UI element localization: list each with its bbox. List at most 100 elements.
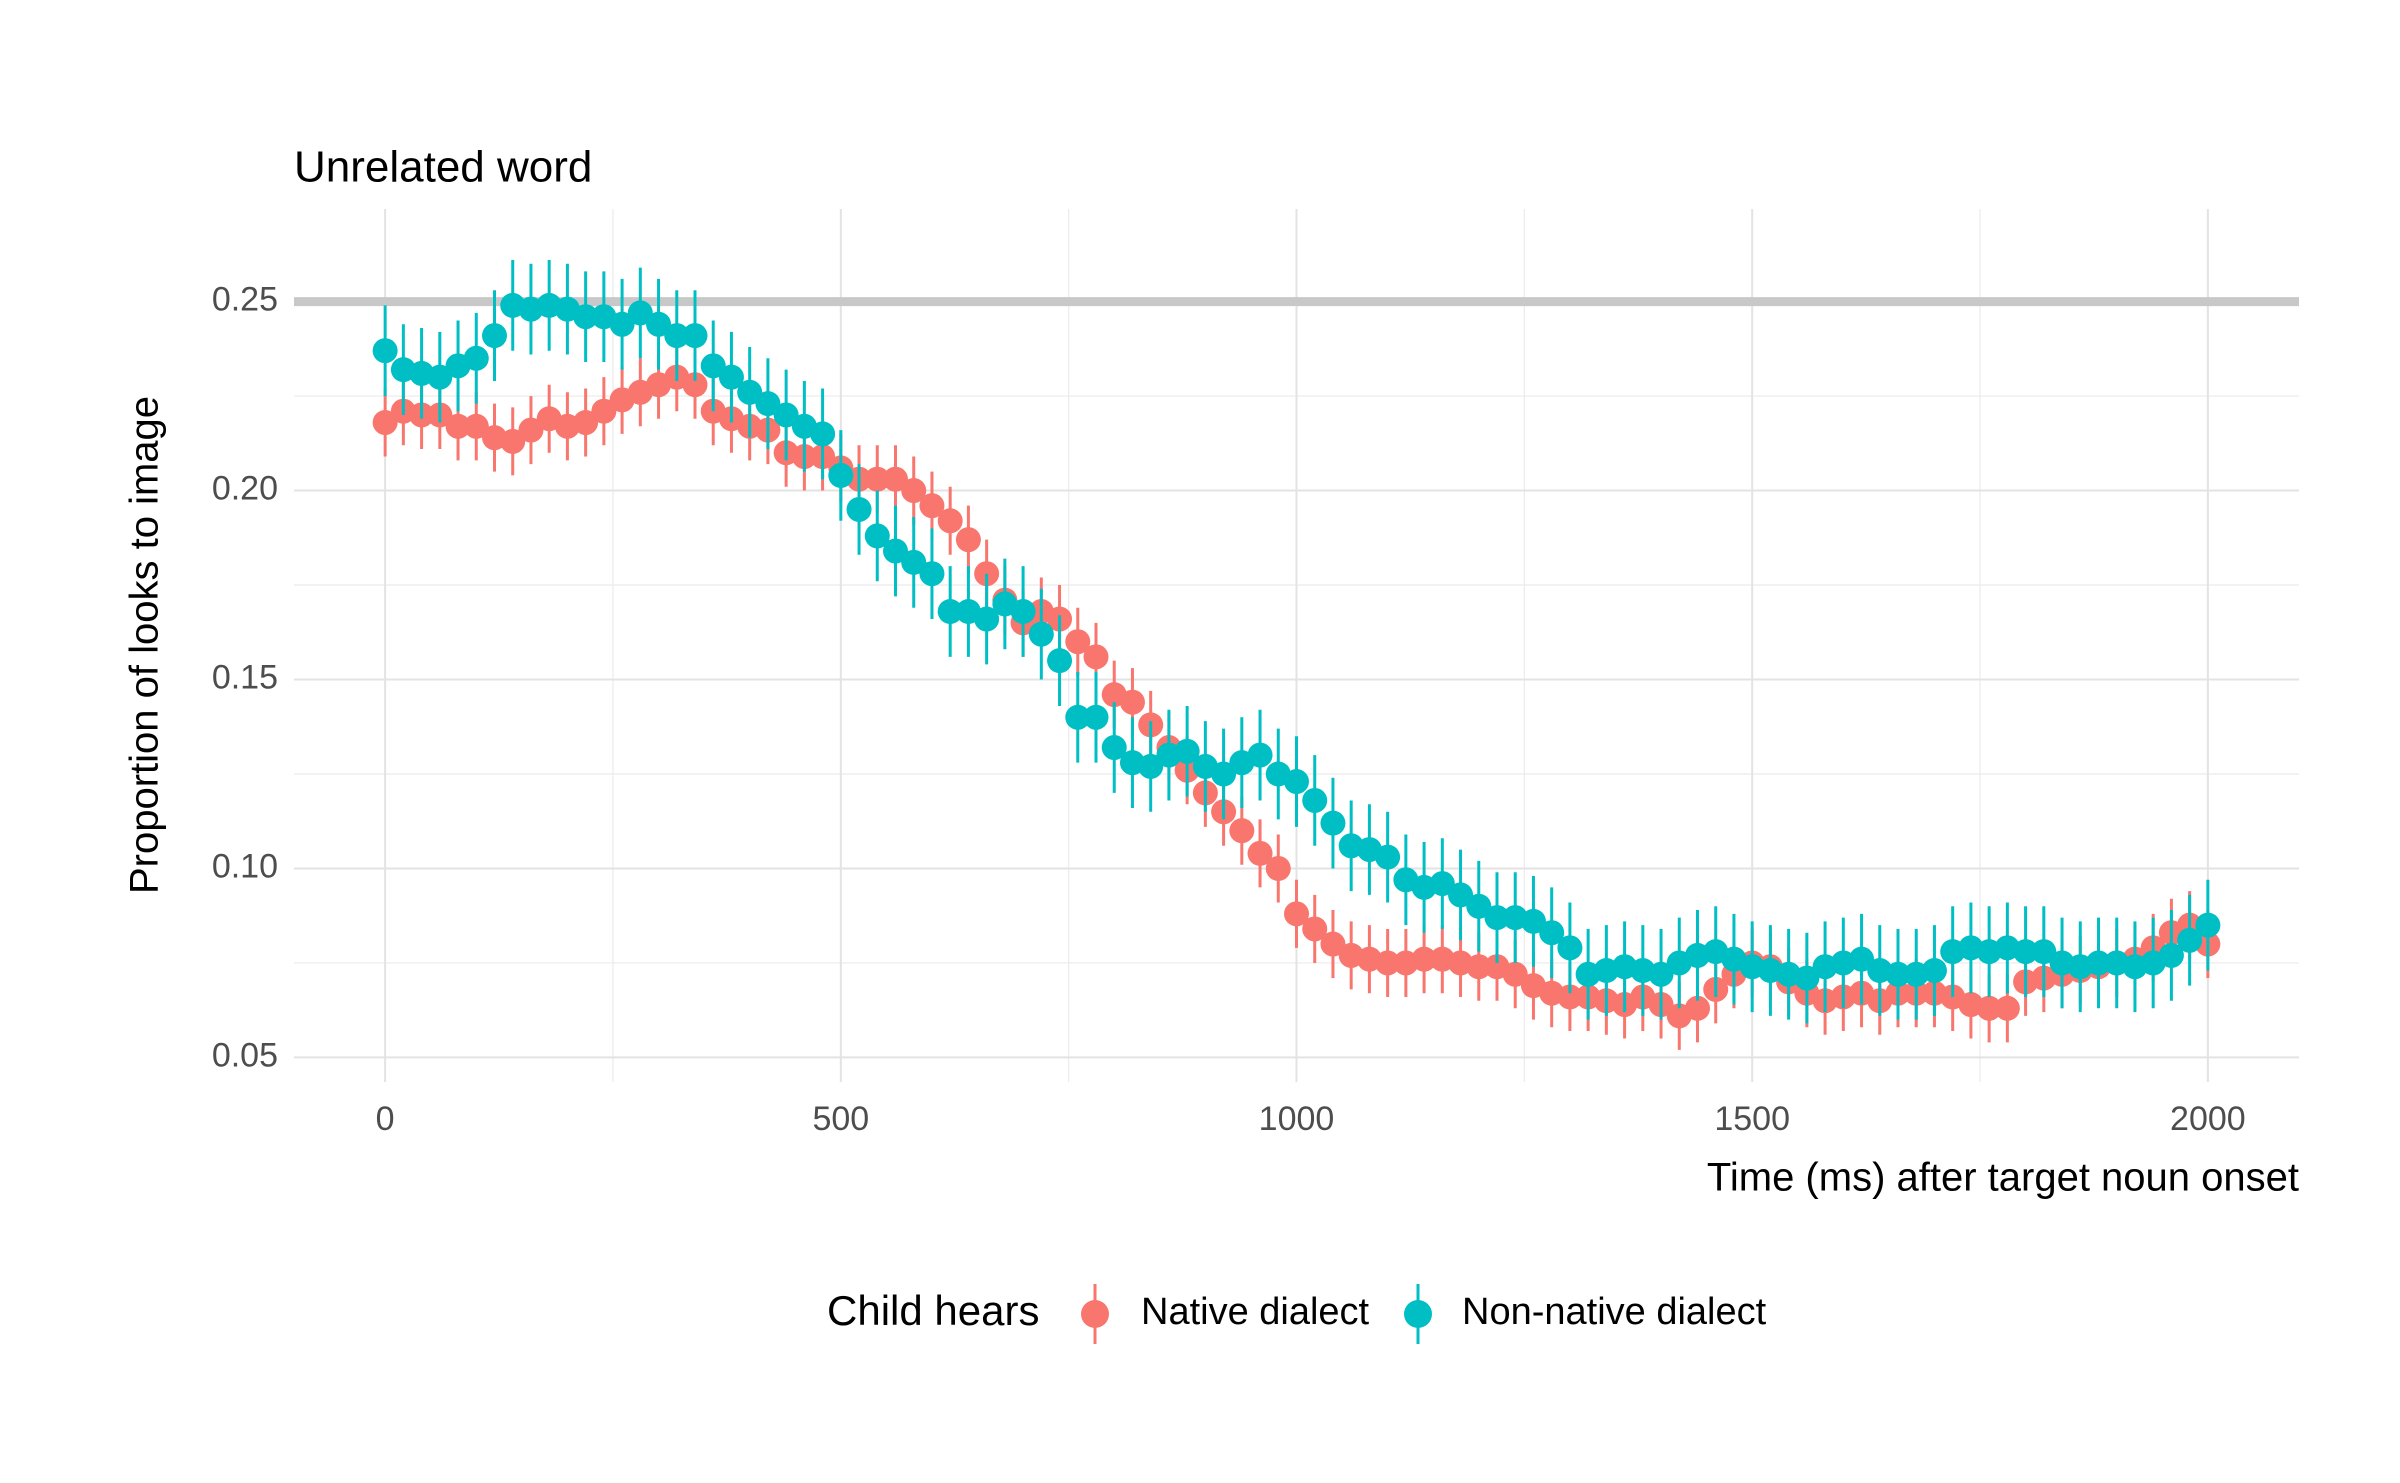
point — [482, 323, 507, 349]
point — [955, 527, 981, 553]
point — [1320, 810, 1346, 836]
point — [1010, 598, 1036, 624]
point — [700, 353, 726, 379]
x-axis-label: Time (ms) after target noun onset — [1707, 1156, 2299, 1200]
y-tick-label: 0.10 — [212, 847, 278, 885]
point — [1557, 935, 1583, 961]
point — [427, 364, 453, 390]
point — [1429, 871, 1455, 897]
point — [627, 300, 653, 326]
point — [646, 311, 672, 337]
point — [755, 391, 781, 417]
point — [573, 304, 599, 330]
point — [937, 598, 963, 624]
point — [1520, 908, 1546, 934]
point — [463, 345, 489, 371]
point — [1484, 905, 1510, 931]
point — [591, 398, 617, 424]
point — [718, 364, 744, 390]
point — [372, 338, 398, 364]
point — [1411, 946, 1437, 972]
point — [2013, 939, 2039, 965]
point — [1466, 893, 1492, 919]
point — [1685, 995, 1710, 1021]
point — [500, 428, 526, 454]
point — [2086, 950, 2111, 976]
point — [1065, 704, 1091, 730]
point — [737, 379, 763, 405]
point — [1229, 818, 1255, 844]
point — [1539, 920, 1565, 946]
legend-label: Native dialect — [1141, 1291, 1370, 1333]
point — [1921, 958, 1947, 984]
point — [919, 561, 945, 587]
point — [1047, 648, 1073, 674]
point — [883, 538, 908, 564]
y-axis-label: Proportion of looks to image — [123, 396, 167, 894]
y-tick-label: 0.20 — [212, 470, 278, 508]
point — [1375, 844, 1401, 870]
point — [1284, 769, 1309, 795]
point — [463, 413, 489, 439]
point — [1247, 742, 1273, 768]
point — [1557, 984, 1583, 1010]
point — [1302, 916, 1328, 942]
point — [1083, 704, 1109, 730]
point — [1976, 995, 2002, 1021]
point — [864, 523, 890, 549]
point — [901, 478, 927, 504]
point — [1302, 787, 1328, 813]
point — [1320, 931, 1346, 957]
point — [1065, 629, 1091, 655]
point — [445, 413, 471, 439]
legend-label: Non-native dialect — [1462, 1291, 1767, 1333]
point — [1448, 882, 1474, 908]
point — [1028, 621, 1054, 647]
point — [573, 410, 599, 436]
point — [828, 462, 854, 488]
point — [1885, 961, 1911, 987]
point — [1265, 855, 1291, 881]
point — [846, 496, 872, 522]
point — [518, 417, 544, 443]
point — [919, 493, 945, 519]
point — [901, 549, 927, 575]
point — [937, 508, 963, 534]
x-tick-label: 2000 — [2170, 1100, 2246, 1138]
point — [864, 466, 890, 492]
x-tick-label: 1000 — [1259, 1100, 1335, 1138]
point — [1119, 689, 1145, 715]
point — [682, 372, 708, 398]
legend-key — [1081, 1300, 1109, 1328]
point — [1466, 954, 1492, 980]
point — [974, 606, 1000, 632]
point — [1794, 965, 1820, 991]
point — [2177, 927, 2203, 953]
y-tick-label: 0.25 — [212, 281, 278, 319]
point — [609, 311, 635, 337]
point — [682, 323, 708, 349]
point — [2195, 912, 2221, 938]
point — [1138, 753, 1164, 779]
point — [1994, 995, 2020, 1021]
legend-title: Child hears — [827, 1287, 1039, 1334]
y-tick-label: 0.15 — [212, 658, 278, 696]
point — [664, 323, 690, 349]
legend-key — [1404, 1300, 1432, 1328]
x-tick-label: 0 — [376, 1100, 395, 1138]
point — [1247, 840, 1273, 866]
point — [1375, 950, 1401, 976]
point — [1083, 644, 1109, 670]
x-tick-label: 500 — [812, 1100, 869, 1138]
point — [1101, 735, 1127, 761]
x-tick-label: 1500 — [1714, 1100, 1790, 1138]
point — [2158, 942, 2184, 968]
point — [810, 421, 836, 447]
y-tick-label: 0.05 — [212, 1036, 278, 1074]
point — [1284, 901, 1309, 927]
point — [1502, 961, 1528, 987]
point — [773, 402, 799, 428]
point — [1648, 961, 1674, 987]
point — [1211, 761, 1237, 787]
